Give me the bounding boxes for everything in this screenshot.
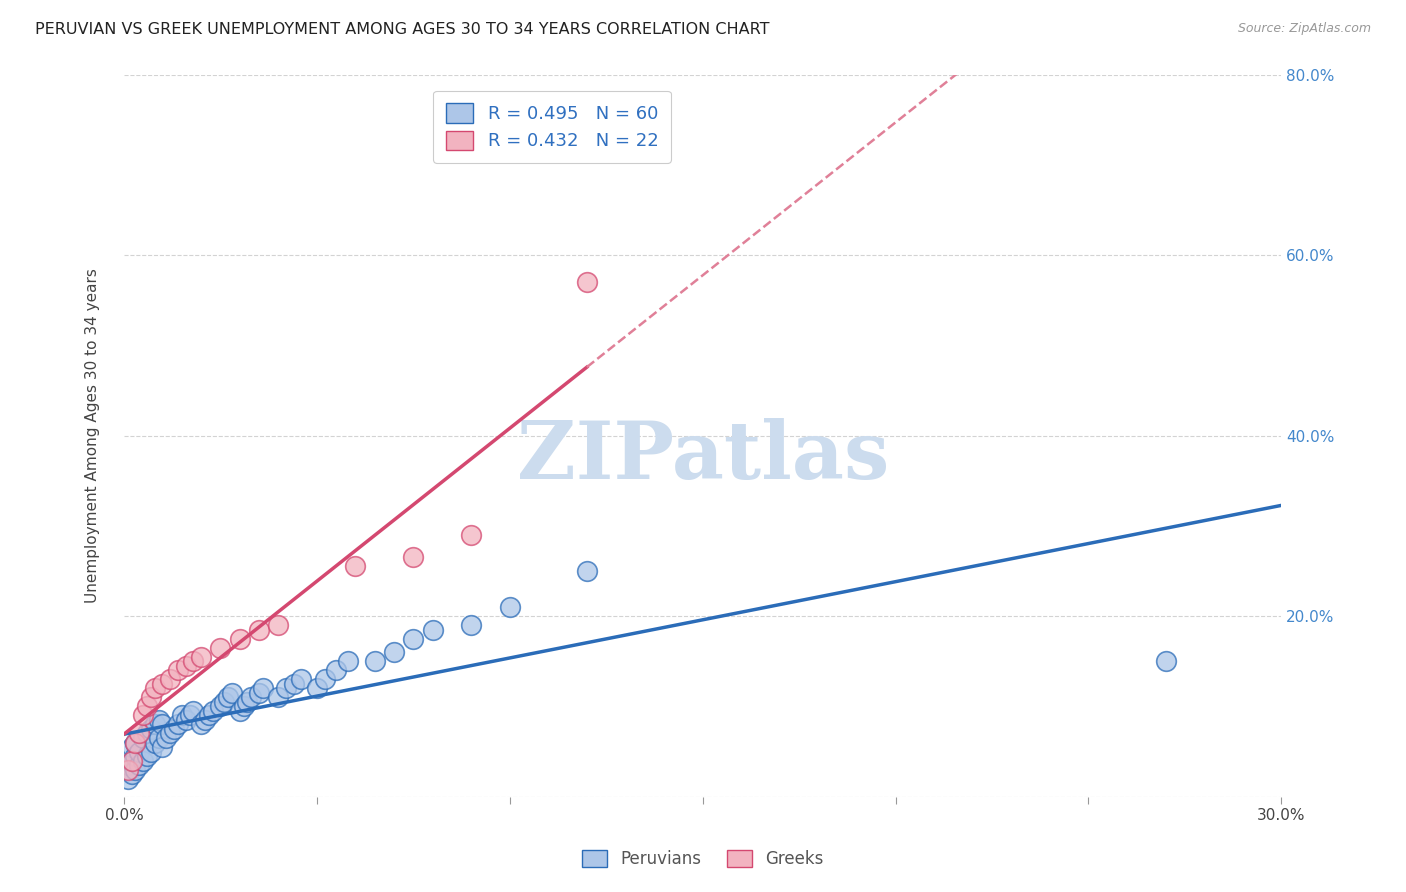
Point [163,722,186,736]
Point [209,640,232,655]
Text: Source: ZipAtlas.com: Source: ZipAtlas.com [1237,22,1371,36]
Point [336,654,359,668]
Point [274,681,297,696]
Point [128,726,150,740]
Point [152,717,174,731]
Point [174,658,197,673]
Point [139,722,162,736]
Point [194,713,217,727]
Point [117,772,139,786]
Point [267,690,290,705]
Point [152,677,174,691]
Point [344,559,367,574]
Point [190,717,212,731]
Point [136,726,159,740]
Point [402,632,425,646]
Point [121,754,143,768]
Point [209,699,232,714]
Point [132,731,155,745]
Point [460,618,482,632]
Point [290,673,312,687]
Point [121,754,143,768]
Point [136,699,159,714]
Y-axis label: Unemployment Among Ages 30 to 34 years: Unemployment Among Ages 30 to 34 years [86,268,100,603]
Point [499,600,522,615]
Point [267,618,290,632]
Point [212,695,235,709]
Point [236,695,259,709]
Text: PERUVIAN VS GREEK UNEMPLOYMENT AMONG AGES 30 TO 34 YEARS CORRELATION CHART: PERUVIAN VS GREEK UNEMPLOYMENT AMONG AGE… [35,22,769,37]
Point [198,708,221,723]
Point [217,690,239,705]
Point [228,704,250,718]
Point [143,681,166,696]
Point [190,649,212,664]
Point [314,673,336,687]
Point [183,654,205,668]
Point [232,699,254,714]
Point [148,713,170,727]
Point [305,681,328,696]
Point [132,754,155,768]
Point [183,704,205,718]
Point [139,690,162,705]
Text: ZIPatlas: ZIPatlas [516,418,889,496]
Point [143,735,166,749]
Point [382,645,405,659]
Point [221,686,243,700]
Point [174,713,197,727]
Point [155,731,177,745]
Point [247,686,270,700]
Point [159,726,181,740]
Point [124,735,146,749]
Point [325,663,347,677]
Point [128,758,150,772]
Point [159,673,181,687]
Point [124,749,146,764]
Point [117,758,139,772]
Point [132,708,155,723]
Point [167,717,190,731]
Point [402,550,425,565]
Point [139,745,162,759]
Point [422,623,444,637]
Point [167,663,190,677]
Point [1154,654,1177,668]
Point [148,731,170,745]
Point [121,767,143,781]
Point [247,623,270,637]
Point [121,739,143,754]
Point [575,275,598,289]
Point [136,749,159,764]
Point [179,708,201,723]
Point [460,528,482,542]
Point [252,681,274,696]
Legend: Peruvians, Greeks: Peruvians, Greeks [576,843,830,875]
Point [117,763,139,777]
Point [170,708,193,723]
Point [228,632,250,646]
Point [124,763,146,777]
Point [152,739,174,754]
Point [201,704,224,718]
Point [364,654,387,668]
Point [124,735,146,749]
Point [143,717,166,731]
Point [575,564,598,578]
Point [283,677,305,691]
Point [240,690,263,705]
Point [128,745,150,759]
Legend: R = 0.495   N = 60, R = 0.432   N = 22: R = 0.495 N = 60, R = 0.432 N = 22 [433,91,671,163]
